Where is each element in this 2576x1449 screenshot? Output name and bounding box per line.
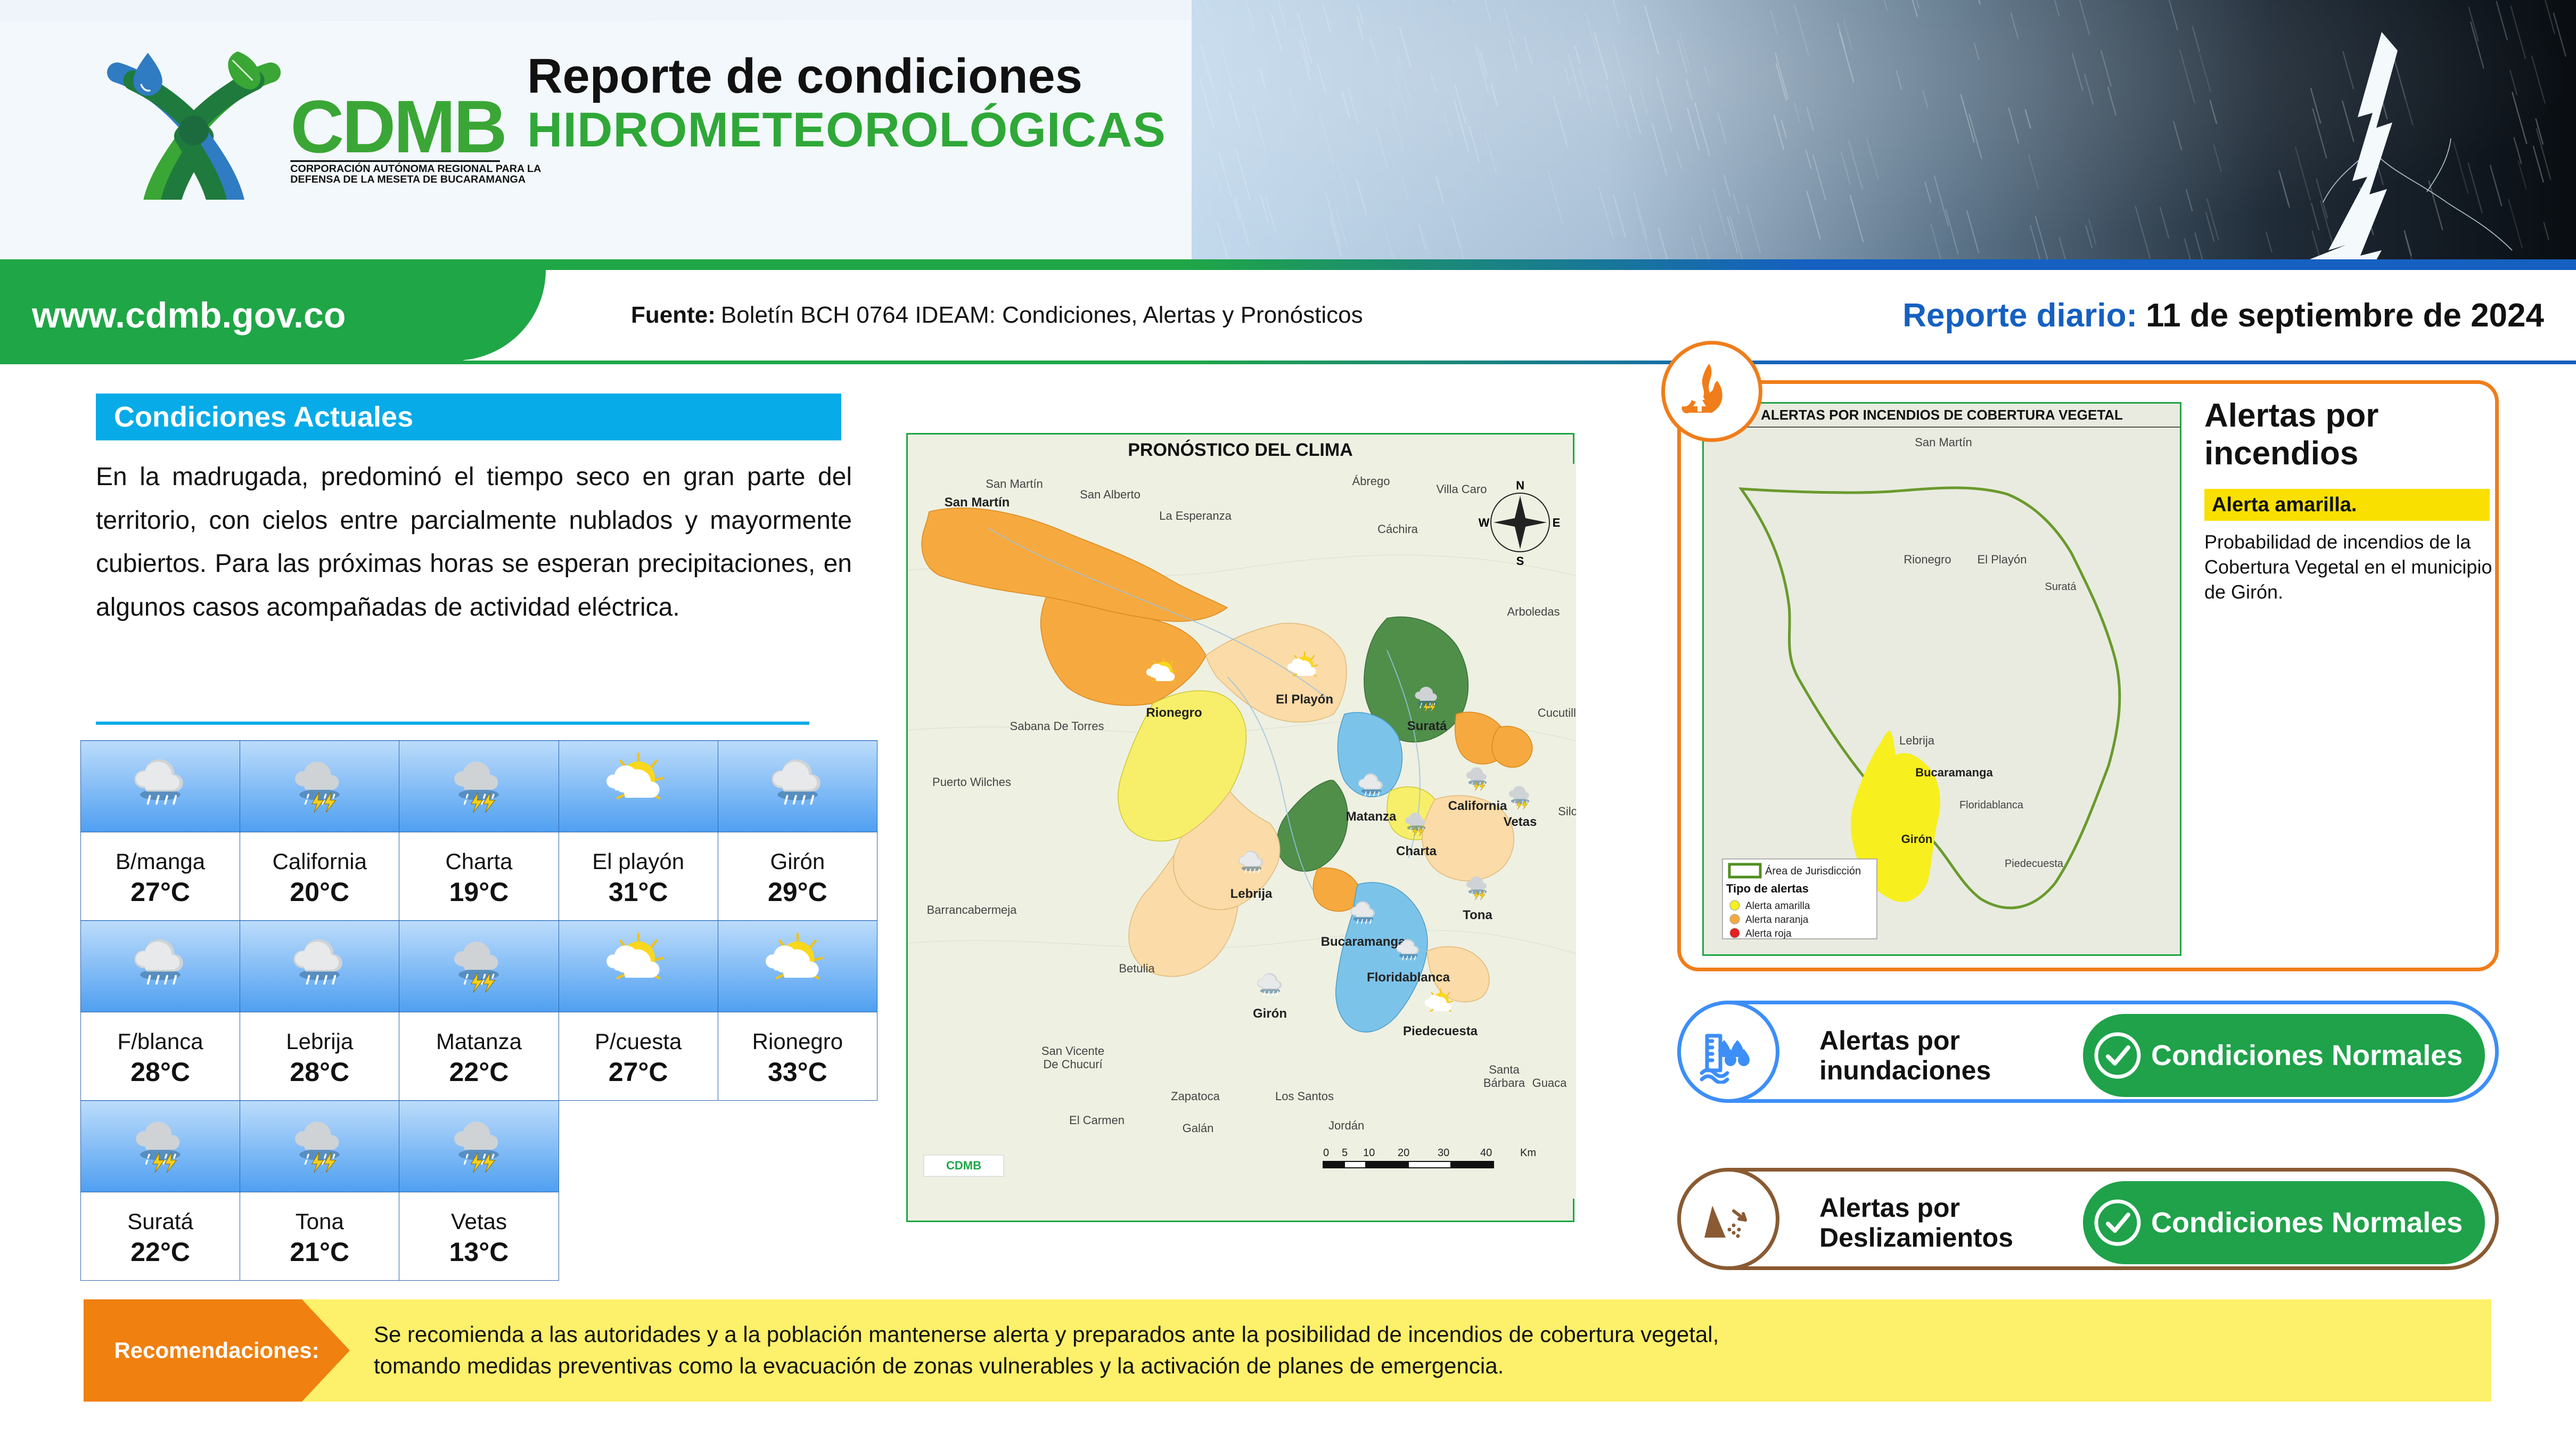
svg-text:Betulia: Betulia xyxy=(1119,962,1155,975)
svg-text:Alerta naranja: Alerta naranja xyxy=(1745,914,1809,926)
svg-text:Bucaramanga: Bucaramanga xyxy=(1915,766,1993,779)
svg-text:San Martín: San Martín xyxy=(1915,436,1972,449)
svg-text:Ábrego: Ábrego xyxy=(1352,474,1390,488)
svg-text:Lebrija: Lebrija xyxy=(1230,887,1273,901)
svg-text:Sabana De Torres: Sabana De Torres xyxy=(1010,719,1104,733)
svg-text:Tona: Tona xyxy=(1463,908,1492,922)
svg-text:40: 40 xyxy=(1480,1147,1492,1159)
svg-text:Charta: Charta xyxy=(1396,844,1437,858)
svg-text:Cáchira: Cáchira xyxy=(1377,522,1418,536)
svg-text:Piedecuesta: Piedecuesta xyxy=(1403,1024,1478,1038)
svg-text:Galán: Galán xyxy=(1183,1121,1214,1135)
svg-text:La Esperanza: La Esperanza xyxy=(1159,509,1232,522)
svg-text:El Carmen: El Carmen xyxy=(1069,1114,1125,1127)
svg-text:Suratá: Suratá xyxy=(2045,581,2077,593)
svg-text:Girón: Girón xyxy=(1253,1006,1287,1021)
svg-text:W: W xyxy=(1479,516,1490,529)
svg-text:San Martín: San Martín xyxy=(986,477,1043,490)
svg-text:Arboledas: Arboledas xyxy=(1507,605,1560,618)
svg-text:Lebrija: Lebrija xyxy=(1899,734,1935,747)
svg-text:El Playón: El Playón xyxy=(1978,553,2027,566)
svg-text:0: 0 xyxy=(1323,1147,1329,1159)
svg-text:Alerta roja: Alerta roja xyxy=(1745,928,1792,939)
svg-text:Cucutilla: Cucutilla xyxy=(1538,706,1576,719)
svg-text:Vetas: Vetas xyxy=(1504,815,1537,829)
svg-text:N: N xyxy=(1516,479,1524,492)
svg-text:CDMB: CDMB xyxy=(290,85,505,168)
svg-text:El Playón: El Playón xyxy=(1276,692,1333,707)
svg-text:Barrancabermeja: Barrancabermeja xyxy=(927,903,1018,916)
svg-text:Bucaramanga: Bucaramanga xyxy=(1321,935,1406,949)
svg-text:Santa: Santa xyxy=(1489,1063,1520,1076)
svg-text:San Martín: San Martín xyxy=(945,495,1010,510)
svg-text:5: 5 xyxy=(1342,1147,1348,1159)
svg-text:Km: Km xyxy=(1520,1147,1536,1159)
svg-text:Los Santos: Los Santos xyxy=(1275,1090,1334,1103)
svg-text:CORPORACIÓN AUTÓNOMA REGIONAL: CORPORACIÓN AUTÓNOMA REGIONAL PARA LA xyxy=(290,162,541,175)
svg-text:De Chucurí: De Chucurí xyxy=(1043,1058,1102,1071)
svg-text:20: 20 xyxy=(1398,1147,1409,1159)
svg-text:Suratá: Suratá xyxy=(1407,719,1447,733)
svg-text:San Vicente: San Vicente xyxy=(1041,1044,1104,1058)
svg-text:Alerta amarilla: Alerta amarilla xyxy=(1745,900,1810,912)
svg-text:Bárbara: Bárbara xyxy=(1483,1076,1525,1090)
svg-text:Villa Caro: Villa Caro xyxy=(1437,482,1487,496)
svg-text:Piedecuesta: Piedecuesta xyxy=(2005,858,2064,870)
svg-text:San Alberto: San Alberto xyxy=(1080,488,1141,501)
svg-text:Zapatoca: Zapatoca xyxy=(1171,1090,1220,1103)
svg-text:Rionegro: Rionegro xyxy=(1904,553,1951,566)
svg-text:Guaca: Guaca xyxy=(1532,1076,1568,1090)
svg-text:CDMB: CDMB xyxy=(946,1159,981,1172)
svg-text:California: California xyxy=(1448,799,1507,813)
svg-text:Matanza: Matanza xyxy=(1346,809,1397,824)
svg-text:Floridablanca: Floridablanca xyxy=(1367,970,1450,985)
svg-text:Área de Jurisdicción: Área de Jurisdicción xyxy=(1765,865,1861,877)
svg-text:Silos: Silos xyxy=(1558,805,1576,818)
svg-text:S: S xyxy=(1516,554,1524,568)
svg-text:Rionegro: Rionegro xyxy=(1146,706,1202,720)
svg-text:30: 30 xyxy=(1438,1147,1449,1159)
svg-text:E: E xyxy=(1553,516,1561,529)
svg-text:Puerto Wilches: Puerto Wilches xyxy=(932,775,1011,789)
svg-text:10: 10 xyxy=(1363,1147,1375,1159)
svg-text:Tipo de alertas: Tipo de alertas xyxy=(1726,882,1809,895)
svg-text:Girón: Girón xyxy=(1901,832,1933,846)
svg-text:DEFENSA DE LA MESETA DE BUCARA: DEFENSA DE LA MESETA DE BUCARAMANGA xyxy=(290,174,526,185)
svg-text:Floridablanca: Floridablanca xyxy=(1959,799,2024,811)
svg-text:Jordán: Jordán xyxy=(1328,1119,1364,1132)
